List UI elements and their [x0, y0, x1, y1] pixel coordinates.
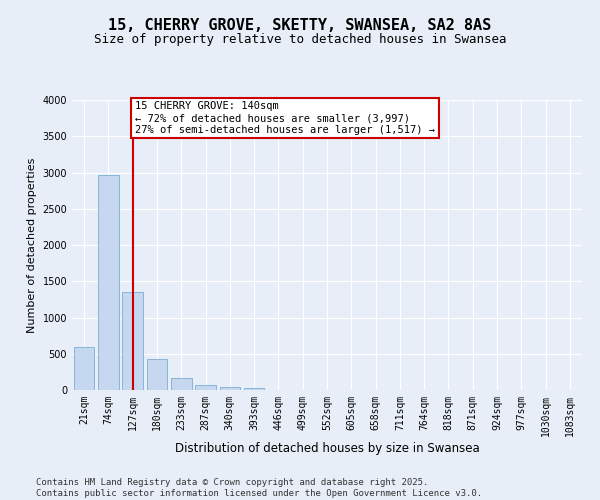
Text: 15, CHERRY GROVE, SKETTY, SWANSEA, SA2 8AS: 15, CHERRY GROVE, SKETTY, SWANSEA, SA2 8… — [109, 18, 491, 32]
Bar — [195, 384, 216, 390]
Bar — [244, 388, 265, 390]
Bar — [98, 174, 119, 390]
Y-axis label: Number of detached properties: Number of detached properties — [27, 158, 37, 332]
Bar — [220, 387, 240, 390]
X-axis label: Distribution of detached houses by size in Swansea: Distribution of detached houses by size … — [175, 442, 479, 454]
Text: Contains HM Land Registry data © Crown copyright and database right 2025.
Contai: Contains HM Land Registry data © Crown c… — [36, 478, 482, 498]
Text: 15 CHERRY GROVE: 140sqm
← 72% of detached houses are smaller (3,997)
27% of semi: 15 CHERRY GROVE: 140sqm ← 72% of detache… — [135, 102, 435, 134]
Bar — [122, 292, 143, 390]
Bar — [146, 359, 167, 390]
Bar — [171, 378, 191, 390]
Text: Size of property relative to detached houses in Swansea: Size of property relative to detached ho… — [94, 32, 506, 46]
Bar — [74, 347, 94, 390]
